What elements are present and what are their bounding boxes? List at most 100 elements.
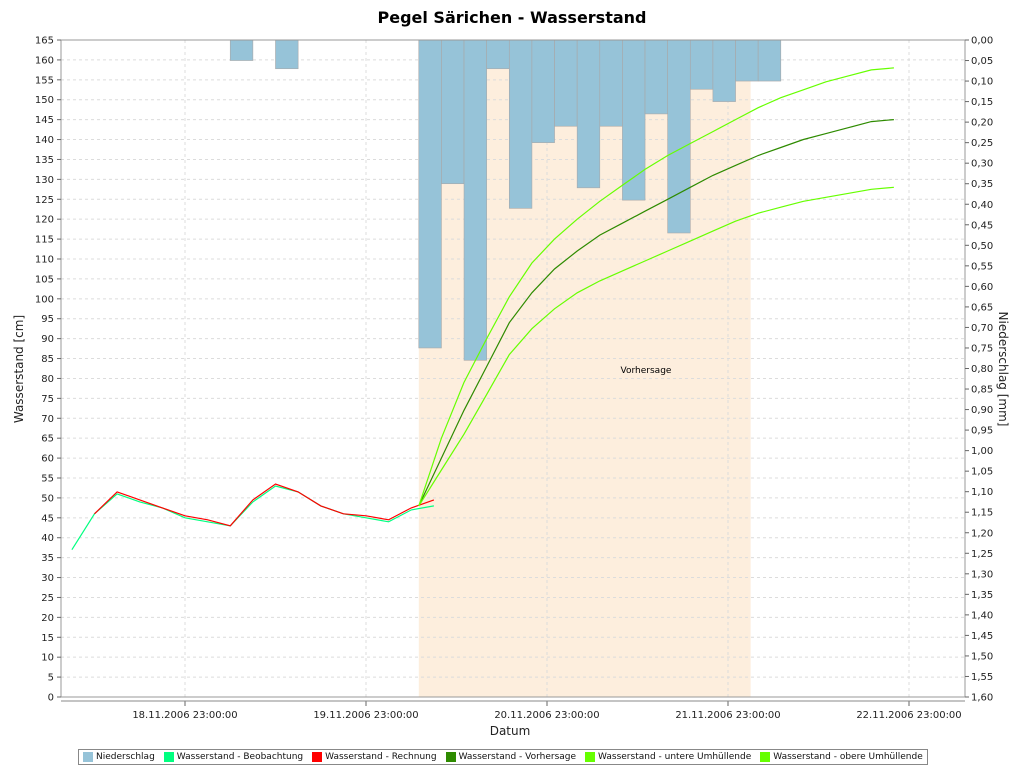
legend: Niederschlag Wasserstand - Beobachtung Was… <box>78 749 928 765</box>
y-tick-label-right: 0,25 <box>971 138 993 149</box>
y-tick-label-left: 85 <box>41 354 54 365</box>
y-tick-label-left: 90 <box>41 334 54 345</box>
legend-swatch <box>312 752 323 762</box>
y-tick-label-right: 1,15 <box>971 508 993 519</box>
y-tick-label-right: 0,50 <box>971 241 993 252</box>
y-tick-label-left: 40 <box>41 533 54 544</box>
legend-item: Wasserstand - Rechnung <box>312 752 437 762</box>
y-tick-label-left: 15 <box>41 633 54 644</box>
bar-niederschlag <box>712 39 736 102</box>
y-tick-label-right: 1,00 <box>971 446 993 457</box>
bar-niederschlag <box>463 39 487 361</box>
legend-label: Wasserstand - Rechnung <box>325 752 437 762</box>
bar-niederschlag <box>689 39 714 90</box>
bar-niederschlag <box>576 39 601 189</box>
y-tick-label-left: 50 <box>41 493 54 504</box>
legend-swatch <box>445 752 456 762</box>
y-tick-label-left: 100 <box>35 294 54 305</box>
bar-niederschlag <box>667 39 691 234</box>
y-tick-label-right: 0,90 <box>971 405 993 416</box>
y-tick-label-right: 0,65 <box>971 302 993 313</box>
y-tick-label-left: 95 <box>41 314 54 325</box>
legend-item: Wasserstand - Vorhersage <box>445 752 577 762</box>
y-tick-label-right: 0,05 <box>971 56 993 67</box>
bar-niederschlag <box>486 39 510 70</box>
y-tick-label-right: 0,85 <box>971 385 993 396</box>
y-tick-label-left: 45 <box>41 513 54 524</box>
legend-item: Wasserstand - untere Umhüllende <box>585 752 751 762</box>
y-tick-label-left: 165 <box>35 36 54 47</box>
legend-label: Wasserstand - untere Umhüllende <box>598 752 752 762</box>
y-tick-label-left: 145 <box>35 115 54 126</box>
bar-niederschlag <box>531 39 555 143</box>
y-tick-label-left: 150 <box>35 95 54 106</box>
y-tick-label-left: 35 <box>41 553 54 564</box>
y-tick-label-left: 0 <box>48 693 54 704</box>
y-tick-label-left: 140 <box>35 135 54 146</box>
legend-label: Wasserstand - Beobachtung <box>176 752 304 762</box>
y-tick-label-right: 1,40 <box>971 610 993 621</box>
y-tick-label-right: 0,75 <box>971 343 993 354</box>
y-tick-label-left: 125 <box>35 195 54 206</box>
y-tick-label-right: 0,95 <box>971 426 993 437</box>
y-tick-label-left: 155 <box>35 75 54 86</box>
bar-niederschlag <box>275 39 299 70</box>
legend-label: Wasserstand - obere Umhüllende <box>773 752 923 762</box>
series-line-5 <box>418 67 894 507</box>
legend-label: Wasserstand - Vorhersage <box>458 752 577 762</box>
y-axis-label-left: Wasserstand [cm] <box>12 315 26 423</box>
y-tick-label-left: 135 <box>35 155 54 166</box>
y-tick-label-right: 0,00 <box>971 36 993 47</box>
y-tick-label-left: 80 <box>41 374 54 385</box>
x-tick-label: 20.11.2006 23:00:00 <box>494 710 599 721</box>
y-tick-label-left: 30 <box>41 573 54 584</box>
y-tick-label-right: 0,60 <box>971 282 993 293</box>
y-tick-label-right: 1,25 <box>971 549 993 560</box>
y-tick-label-right: 1,45 <box>971 631 993 642</box>
y-tick-label-right: 1,30 <box>971 569 993 580</box>
y-tick-label-right: 0,15 <box>971 97 993 108</box>
x-axis-label: Datum <box>490 724 531 738</box>
x-tick-label: 22.11.2006 23:00:00 <box>856 710 961 721</box>
y-tick-label-left: 25 <box>41 593 54 604</box>
y-tick-label-right: 1,50 <box>971 651 993 662</box>
y-tick-label-left: 55 <box>41 474 54 485</box>
x-tick-label: 19.11.2006 23:00:00 <box>313 710 418 721</box>
bar-niederschlag <box>735 39 759 82</box>
forecast-label: Vorhersage <box>621 366 672 376</box>
y-tick-label-right: 0,20 <box>971 118 993 129</box>
x-tick-label: 21.11.2006 23:00:00 <box>675 710 780 721</box>
legend-swatch <box>163 752 174 762</box>
chart-title: Pegel Särichen - Wasserstand <box>377 8 646 27</box>
bar-niederschlag <box>554 39 578 127</box>
bar-niederschlag <box>229 39 254 61</box>
y-tick-label-left: 110 <box>35 255 54 266</box>
y-tick-label-right: 0,55 <box>971 261 993 272</box>
y-axis-label-right: Niederschlag [mm] <box>996 312 1010 427</box>
legend-item: Wasserstand - obere Umhüllende <box>760 752 923 762</box>
y-tick-label-left: 70 <box>41 414 54 425</box>
y-tick-label-left: 120 <box>35 215 54 226</box>
series-line-2 <box>94 483 435 527</box>
bar-niederschlag <box>644 39 668 115</box>
bar-niederschlag <box>757 39 782 82</box>
y-tick-label-right: 1,60 <box>971 693 993 704</box>
legend-label: Niederschlag <box>96 752 155 762</box>
y-tick-label-left: 105 <box>35 274 54 285</box>
y-tick-label-right: 0,10 <box>971 77 993 88</box>
x-tick-label: 18.11.2006 23:00:00 <box>132 710 237 721</box>
bar-niederschlag <box>622 39 646 201</box>
y-tick-label-left: 5 <box>48 673 54 684</box>
bar-niederschlag <box>441 39 465 185</box>
y-tick-label-right: 0,30 <box>971 159 993 170</box>
y-tick-label-left: 65 <box>41 434 54 445</box>
y-tick-label-right: 1,35 <box>971 590 993 601</box>
y-tick-label-right: 0,70 <box>971 323 993 334</box>
bar-niederschlag <box>508 39 533 209</box>
y-tick-label-right: 0,40 <box>971 200 993 211</box>
y-tick-label-left: 160 <box>35 55 54 66</box>
y-tick-label-left: 75 <box>41 394 54 405</box>
legend-swatch <box>760 752 771 762</box>
bar-niederschlag <box>599 39 623 127</box>
